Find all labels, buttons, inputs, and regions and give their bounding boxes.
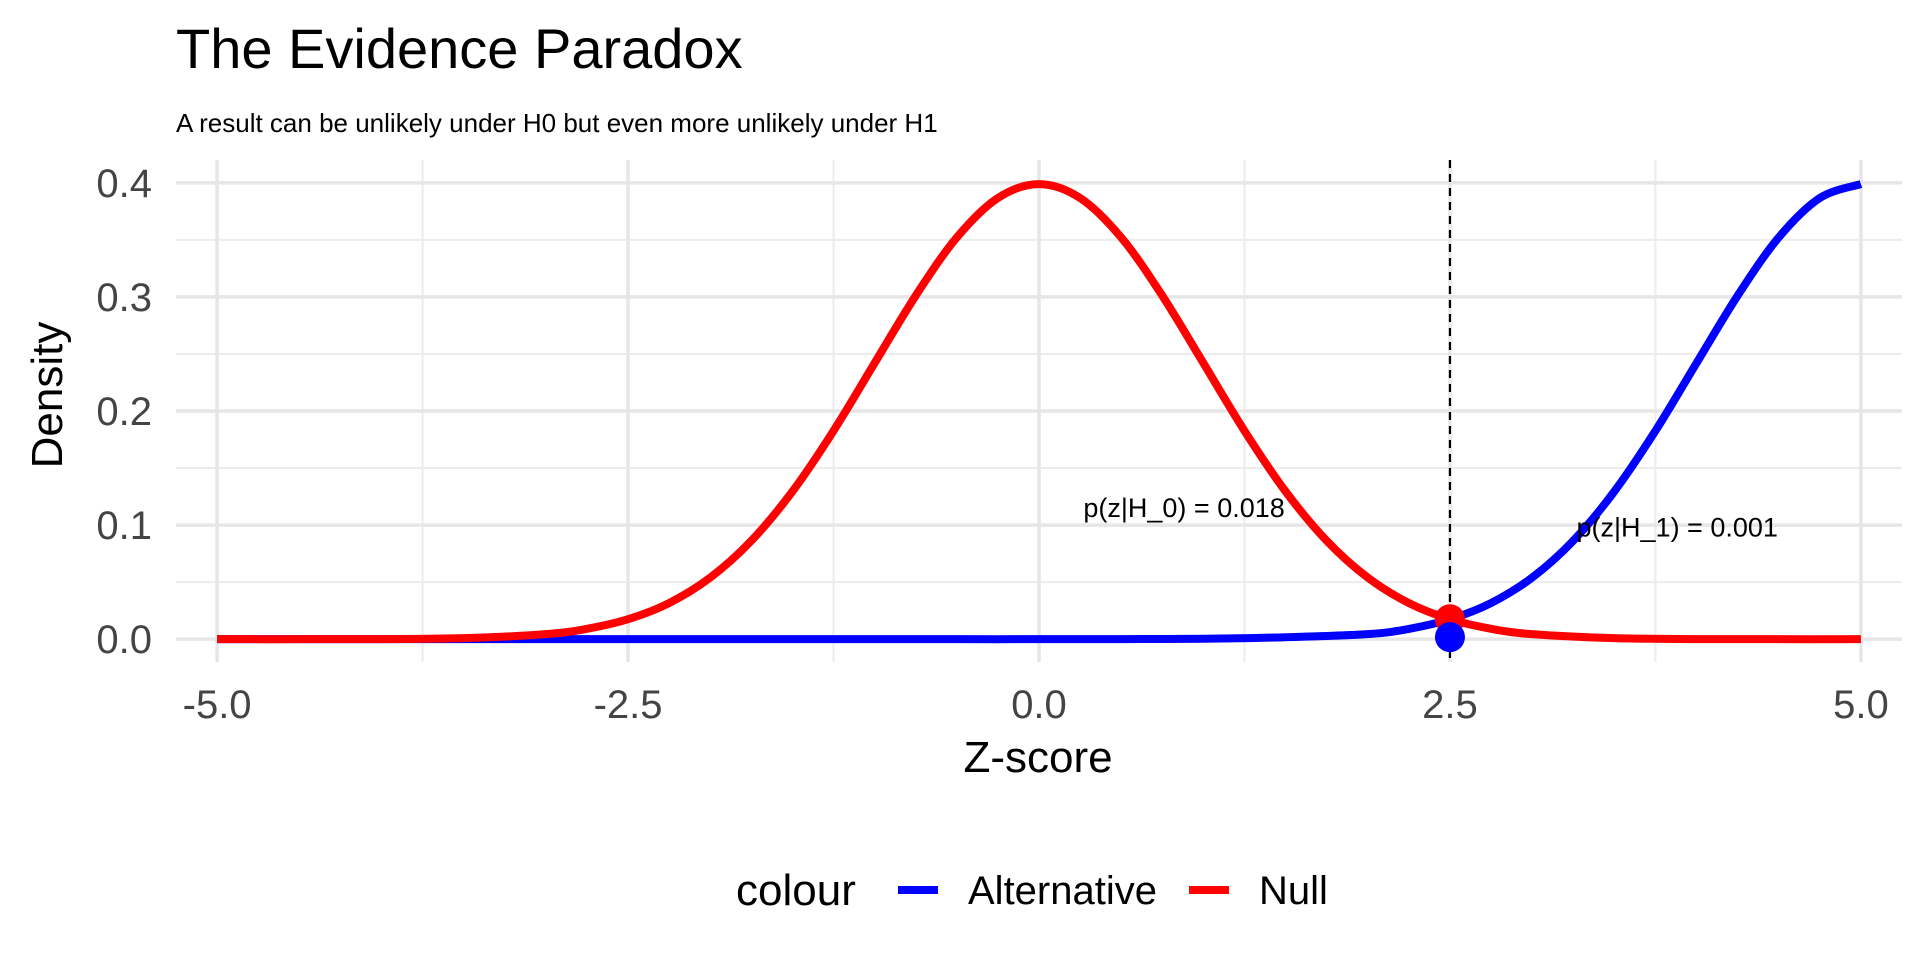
y-tick-label: 0.1 [96,504,152,548]
legend-label-null: Null [1259,869,1328,913]
annotation-label: p(z|H_0) = 0.018 [1083,493,1284,523]
series-lines [217,180,1863,644]
x-tick-label: -5.0 [183,683,252,727]
legend-items: Alternative Null [898,869,1328,913]
legend-title: colour [736,866,856,915]
x-tick-label: 2.5 [1422,683,1478,727]
legend-label-alternative: Alternative [968,869,1157,913]
data-point-alternative [1434,622,1465,653]
annotations: p(z|H_0) = 0.018 p(z|H_1) = 0.001 [1083,493,1778,542]
y-tick-label: 0.2 [96,390,152,434]
chart-subtitle: A result can be unlikely under H0 but ev… [176,108,938,138]
x-tick-label: 5.0 [1833,683,1889,727]
series-line-null [217,180,1861,644]
y-tick-label: 0.0 [96,618,152,662]
x-tick-label: 0.0 [1011,683,1067,727]
x-axis-title: Z-score [963,733,1112,782]
legend: colour Alternative Null [736,866,1328,915]
observed-points [1434,604,1465,653]
x-tick-label: -2.5 [594,683,663,727]
axis-tick-labels: -5.0 -2.5 0.0 2.5 5.0 0.0 0.1 0.2 0.3 0.4 [96,162,1888,727]
y-tick-label: 0.3 [96,276,152,320]
chart-title: The Evidence Paradox [176,17,743,80]
y-tick-label: 0.4 [96,162,152,206]
series-line-alternative [217,180,1863,644]
grid [176,160,1902,662]
y-axis-title: Density [23,322,72,469]
annotation-label: p(z|H_1) = 0.001 [1577,513,1778,543]
